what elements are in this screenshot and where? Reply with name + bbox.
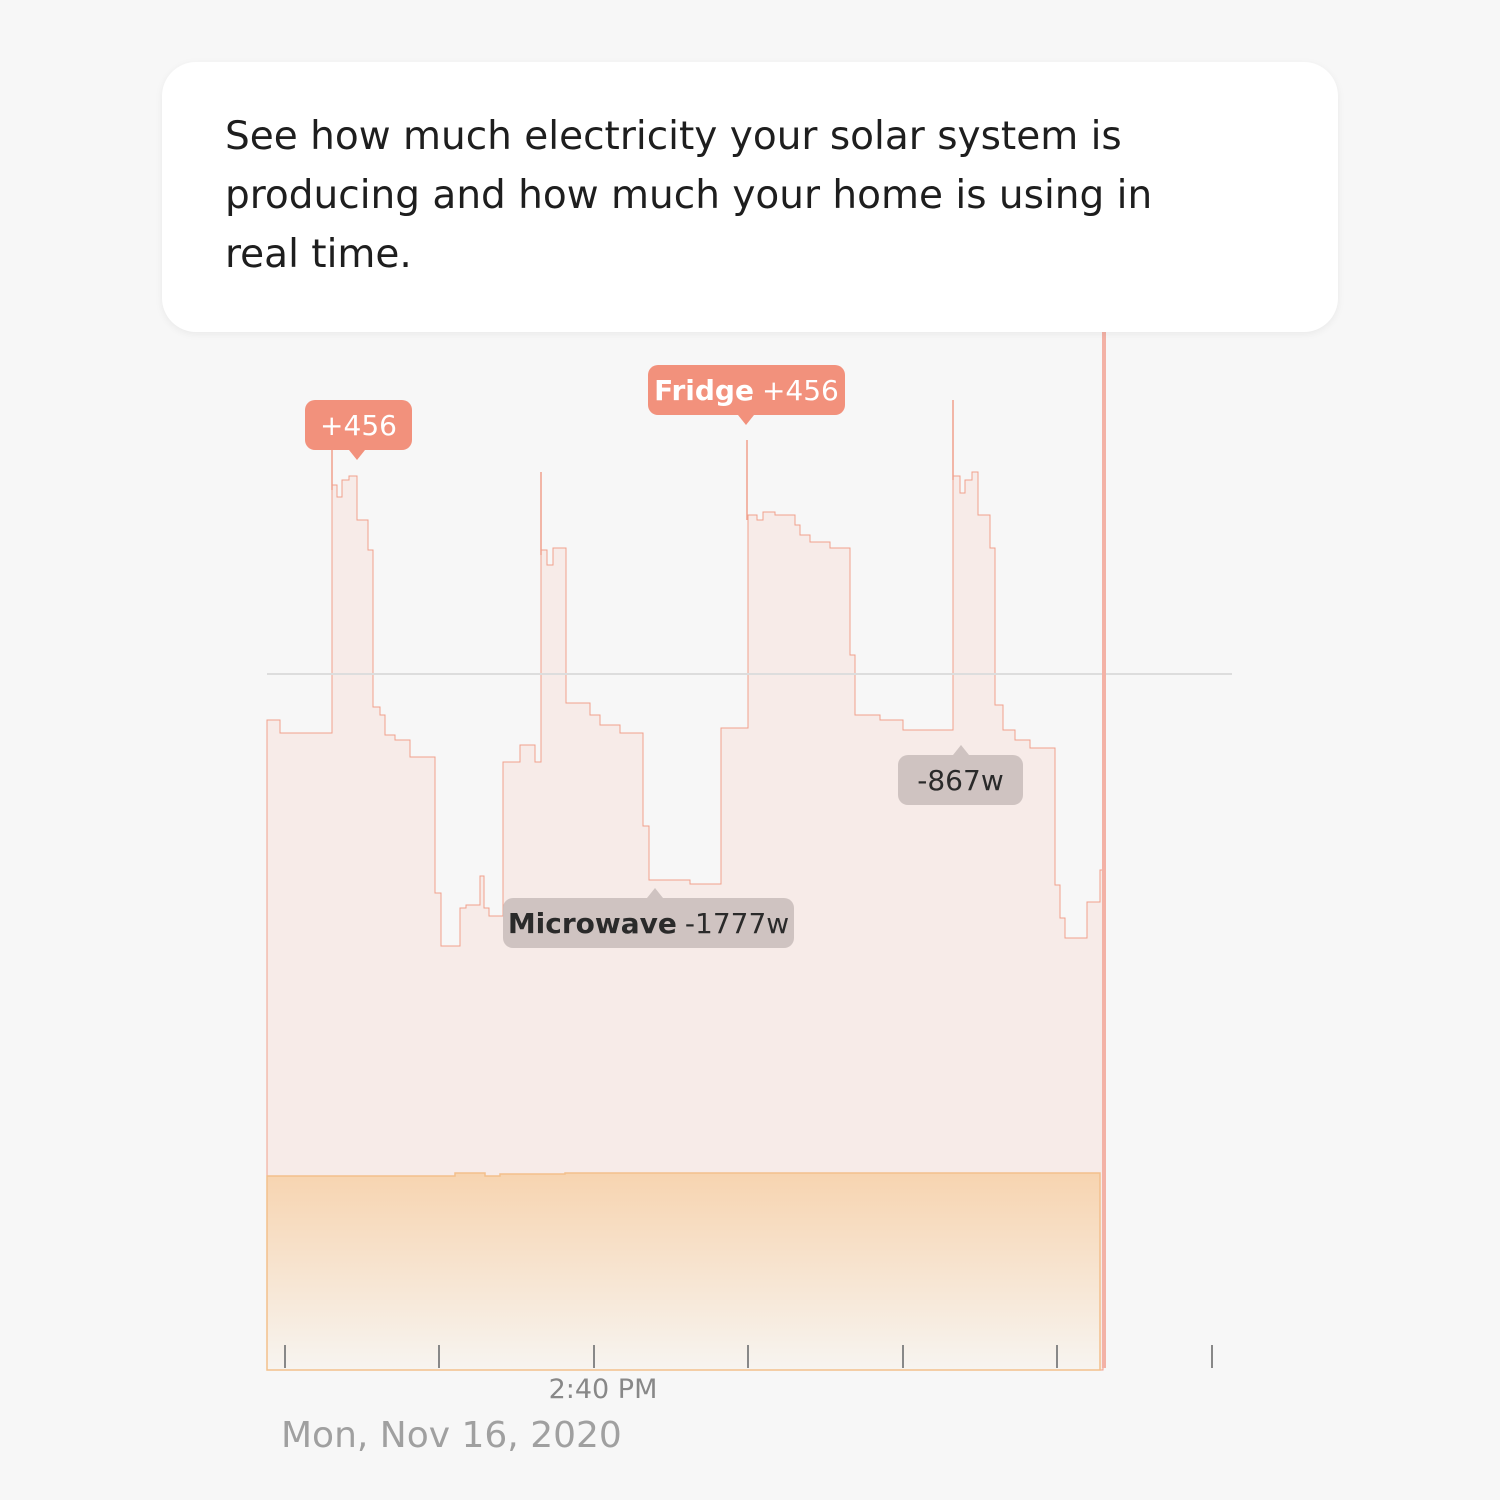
annotation: Fridge +456 [648, 365, 845, 415]
caption-line: See how much electricity your solar syst… [225, 114, 1122, 159]
time-label: 2:40 PM [548, 1374, 658, 1405]
pointer [647, 888, 663, 898]
pointer [349, 450, 365, 460]
spikes [331, 400, 954, 555]
annotation-label: Fridge [654, 373, 754, 407]
annotation-label: Microwave [507, 906, 677, 940]
pointer [953, 745, 969, 755]
caption-line: real time. [225, 232, 412, 277]
caption-card: See how much electricity your solar syst… [162, 62, 1338, 332]
annotation: -867w [898, 755, 1023, 805]
annotation: Microwave -1777w [503, 898, 794, 948]
annotation-value: -1777w [684, 906, 790, 940]
caption-line: producing and how much your home is usin… [225, 173, 1153, 218]
annotation-value: +456 [761, 373, 839, 407]
annotation-value: -867w [917, 763, 1004, 797]
solar-area [266, 1172, 1101, 1371]
date-label: Mon, Nov 16, 2020 [281, 1415, 622, 1456]
ticks [284, 1345, 1213, 1368]
annotation-value: +456 [320, 408, 397, 442]
pointer [738, 415, 754, 425]
annotation: +456 [305, 400, 412, 450]
